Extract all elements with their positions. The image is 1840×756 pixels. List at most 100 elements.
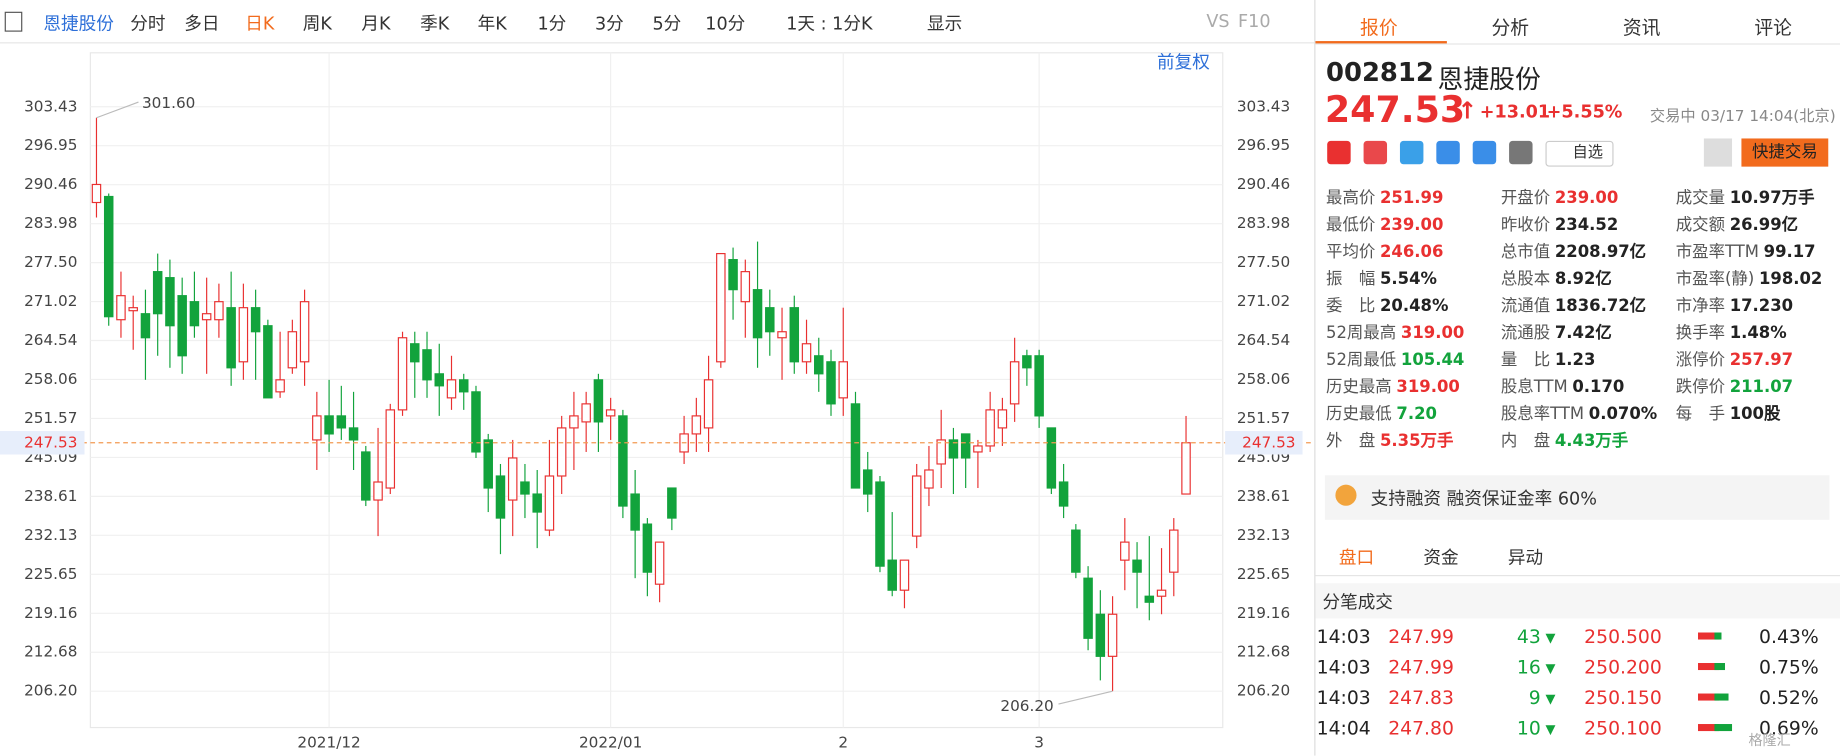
stat-value: 100股	[1729, 404, 1781, 424]
period-tab[interactable]: 年K	[477, 12, 507, 35]
sub-tab[interactable]: 异动	[1507, 546, 1544, 568]
period-tab[interactable]: 分时	[130, 12, 166, 35]
feature-icon[interactable]	[1399, 140, 1424, 165]
watch-button[interactable]: 自选	[1545, 140, 1614, 167]
y-tick-label: 219.16	[24, 604, 77, 622]
y-tick-label: 277.50	[1237, 253, 1290, 271]
stat-value: 8.92亿	[1554, 269, 1612, 289]
feature-icon[interactable]	[1327, 140, 1351, 165]
stat: 委 比 20.48%	[1326, 293, 1448, 316]
watermark: 格隆汇	[1748, 732, 1791, 749]
f10-button[interactable]: F10	[1238, 10, 1271, 32]
stat-value: 105.44	[1400, 350, 1465, 370]
status: 交易中 03/17 14:04(北京)	[1649, 107, 1836, 126]
trade-volume: 16	[1516, 655, 1541, 679]
candle-body	[740, 271, 751, 303]
stat: 平均价 246.06	[1326, 239, 1443, 262]
candle-body	[140, 313, 151, 339]
stat: 振 幅 5.54%	[1326, 266, 1437, 289]
display-menu[interactable]: 显示	[927, 12, 963, 35]
stock-name[interactable]: 恩捷股份	[43, 12, 114, 35]
candle-body	[728, 259, 738, 291]
candle-body	[495, 475, 506, 519]
margin-icon	[1335, 484, 1357, 506]
trade-button[interactable]: 快捷交易	[1741, 138, 1829, 167]
candle-body	[691, 415, 702, 435]
candle-body	[446, 379, 457, 399]
stat: 历史最低 7.20	[1326, 401, 1437, 424]
trade-bid: 250.200	[1584, 655, 1662, 679]
trade-bar	[1714, 693, 1729, 701]
period-tab[interactable]: 1分	[537, 12, 567, 35]
feature-icon[interactable]	[1472, 140, 1497, 165]
feature-icon[interactable]	[1436, 140, 1460, 165]
quote-tab[interactable]: 评论	[1754, 16, 1792, 39]
y-tick-label: 251.57	[24, 409, 77, 427]
y-tick-label: 212.68	[24, 643, 77, 661]
quote-tab[interactable]: 分析	[1491, 16, 1530, 39]
chart: 206.20 206.20 212.68 212.68 219.16 219.16 225.…	[0, 52, 1315, 751]
stat-label: 成交量	[1675, 188, 1726, 208]
stat: 流通值 1836.72亿	[1501, 293, 1646, 316]
period-tab[interactable]: 3分	[594, 12, 624, 35]
stat: 总市值 2208.97亿	[1501, 239, 1646, 262]
feature-icon[interactable]	[1363, 140, 1388, 165]
stat: 最低价 239.00	[1326, 212, 1443, 235]
sub-tab[interactable]: 资金	[1423, 546, 1459, 568]
candle-body	[703, 379, 714, 429]
period-tab[interactable]: 周K	[302, 12, 332, 35]
alert-button[interactable]	[1703, 138, 1733, 167]
stat-value: 7.42亿	[1554, 323, 1612, 343]
feature-icon[interactable]	[1509, 140, 1533, 165]
quote-tab[interactable]: 报价	[1360, 16, 1398, 39]
stat-value: 26.99亿	[1729, 215, 1799, 235]
sub-tab[interactable]: 盘口	[1338, 546, 1375, 568]
stat-label: 总股本	[1500, 269, 1551, 289]
adjust-select[interactable]: 前复权	[1157, 51, 1210, 73]
trade-time: 14:04	[1316, 716, 1371, 740]
candle-body	[336, 415, 347, 429]
y-tick-label: 283.98	[1237, 214, 1290, 232]
stat-label: 52周最高	[1326, 323, 1397, 343]
stat: 市盈率TTM 99.17	[1676, 239, 1816, 262]
candle-body	[397, 337, 408, 411]
stat: 股息率TTM 0.070%	[1501, 401, 1657, 424]
candle-body	[605, 409, 616, 417]
candle-body	[263, 325, 273, 399]
trade-time: 14:03	[1316, 625, 1371, 648]
panel-icon[interactable]	[4, 11, 23, 32]
stat-value: 0.170	[1572, 377, 1625, 397]
stat: 市净率 17.230	[1676, 293, 1793, 316]
vs-button[interactable]: VS	[1206, 10, 1230, 32]
stat-value: 239.00	[1380, 215, 1444, 235]
candle-body	[948, 439, 959, 459]
stat-label: 成交额	[1675, 215, 1726, 235]
y-tick-label: 283.98	[24, 214, 77, 232]
stat-value: 257.97	[1729, 350, 1794, 370]
period-tab[interactable]: 多日	[184, 12, 220, 35]
candle-body	[214, 301, 224, 321]
candle-body	[152, 271, 163, 315]
stat-label: 外 盘	[1326, 431, 1376, 451]
stat-value: 246.06	[1380, 242, 1444, 262]
trade-dir: ▼	[1545, 691, 1556, 707]
period-tab[interactable]: 5分	[652, 12, 682, 35]
candle-body	[801, 343, 812, 363]
period-tab[interactable]: 10分	[705, 12, 746, 35]
candle-body	[422, 349, 432, 381]
y-tick-label: 206.20	[1237, 682, 1290, 700]
plot-frame	[89, 52, 1224, 729]
period-tab[interactable]: 月K	[361, 12, 391, 35]
range-select[interactable]: 1天 : 1分K	[786, 12, 873, 35]
trade-bar	[1698, 632, 1720, 640]
y-tick-label: 271.02	[24, 292, 77, 310]
period-tab[interactable]: 季K	[420, 12, 450, 35]
price-tag	[1225, 431, 1303, 455]
candle-body	[1034, 355, 1044, 417]
stat-label: 最低价	[1326, 215, 1376, 235]
stock-code: 002812	[1326, 58, 1434, 89]
period-tab[interactable]: 日K	[245, 12, 275, 35]
min-mark	[1058, 690, 1113, 705]
quote-tab[interactable]: 资讯	[1622, 16, 1661, 39]
candle-body	[507, 457, 518, 501]
